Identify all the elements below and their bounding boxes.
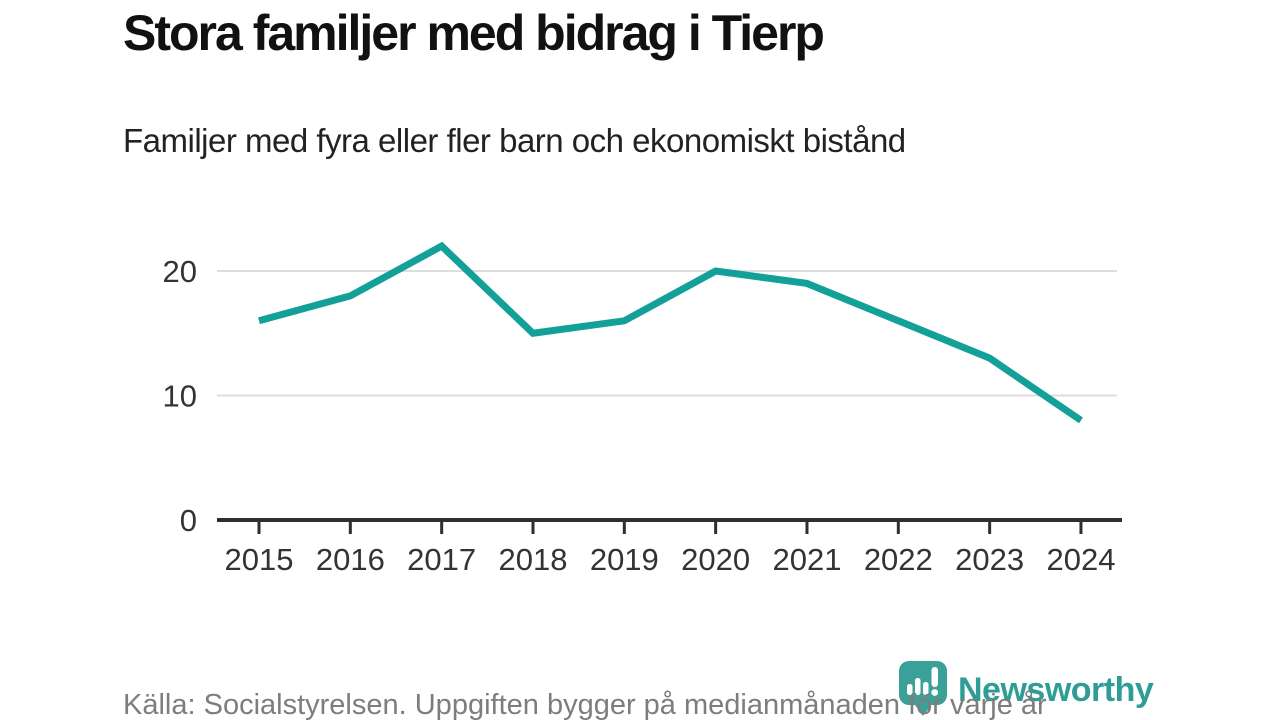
y-tick-label: 10 [163, 379, 197, 414]
x-tick-label: 2018 [499, 542, 568, 577]
newsworthy-logo: Newsworthy [897, 659, 1154, 717]
x-tick-label: 2023 [955, 542, 1024, 577]
newsworthy-wordmark: Newsworthy [958, 671, 1154, 709]
exclamation-bar [931, 667, 938, 687]
x-tick-label: 2017 [407, 542, 476, 577]
x-tick-label: 2022 [864, 542, 933, 577]
x-tick-label: 2016 [316, 542, 385, 577]
x-tick-label: 2015 [225, 542, 294, 577]
chart-title: Stora familjer med bidrag i Tierp [123, 5, 825, 61]
bar-short [907, 684, 913, 695]
chart-subtitle: Familjer med fyra eller fler barn och ek… [123, 122, 906, 159]
x-tick-label: 2024 [1046, 542, 1115, 577]
y-tick-label: 0 [180, 503, 197, 538]
x-tick-label: 2020 [681, 542, 750, 577]
newsworthy-pin-icon [899, 661, 947, 716]
y-tick-label: 20 [163, 254, 197, 289]
bar-medium [923, 682, 929, 695]
x-tick-label: 2019 [590, 542, 659, 577]
x-tick-label: 2021 [772, 542, 841, 577]
trend-line [258, 241, 1083, 424]
bar-tall [915, 678, 921, 695]
exclamation-dot [931, 689, 939, 696]
source-note: Källa: Socialstyrelsen. Uppgiften bygger… [123, 689, 1047, 720]
